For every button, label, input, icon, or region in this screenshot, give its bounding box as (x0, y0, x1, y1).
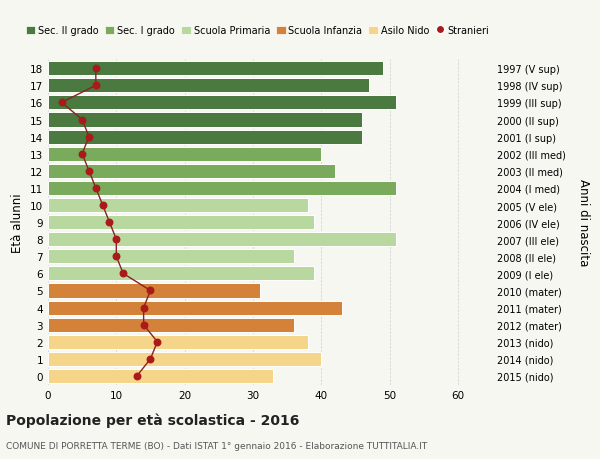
Bar (48, 147, 321, 162)
Text: COMUNE DI PORRETTA TERME (BO) - Dati ISTAT 1° gennaio 2016 - Elaborazione TUTTIT: COMUNE DI PORRETTA TERME (BO) - Dati IST… (6, 441, 427, 450)
Point (84, 168, 94, 175)
Bar (48, 79, 369, 93)
Bar (48, 233, 397, 246)
Bar (48, 130, 362, 144)
Point (77, 117, 87, 124)
Point (112, 253, 121, 260)
Point (139, 304, 148, 312)
Bar (48, 301, 342, 315)
Point (146, 355, 155, 363)
Point (112, 236, 121, 243)
Text: Popolazione per età scolastica - 2016: Popolazione per età scolastica - 2016 (6, 413, 299, 428)
Bar (48, 62, 383, 76)
Bar (48, 284, 260, 298)
Bar (48, 352, 321, 366)
Bar (48, 181, 397, 196)
Bar (48, 199, 308, 213)
Bar (48, 250, 294, 264)
Legend: Sec. II grado, Sec. I grado, Scuola Primaria, Scuola Infanzia, Asilo Nido, Stran: Sec. II grado, Sec. I grado, Scuola Prim… (22, 22, 493, 40)
Bar (48, 335, 308, 349)
Bar (48, 216, 314, 230)
Point (132, 373, 142, 380)
Bar (48, 318, 294, 332)
Point (91, 83, 101, 90)
Point (104, 219, 114, 226)
Point (152, 338, 162, 346)
Point (98, 202, 107, 209)
Bar (48, 96, 397, 110)
Point (91, 65, 101, 73)
Point (77, 151, 87, 158)
Point (84, 134, 94, 141)
Point (91, 185, 101, 192)
Point (118, 270, 128, 278)
Bar (48, 267, 314, 281)
Point (146, 287, 155, 295)
Y-axis label: Anni di nascita: Anni di nascita (577, 179, 590, 266)
Bar (48, 164, 335, 179)
Point (139, 321, 148, 329)
Point (57, 100, 67, 107)
Bar (48, 369, 274, 383)
Y-axis label: Età alunni: Età alunni (11, 193, 25, 252)
Bar (48, 113, 362, 127)
